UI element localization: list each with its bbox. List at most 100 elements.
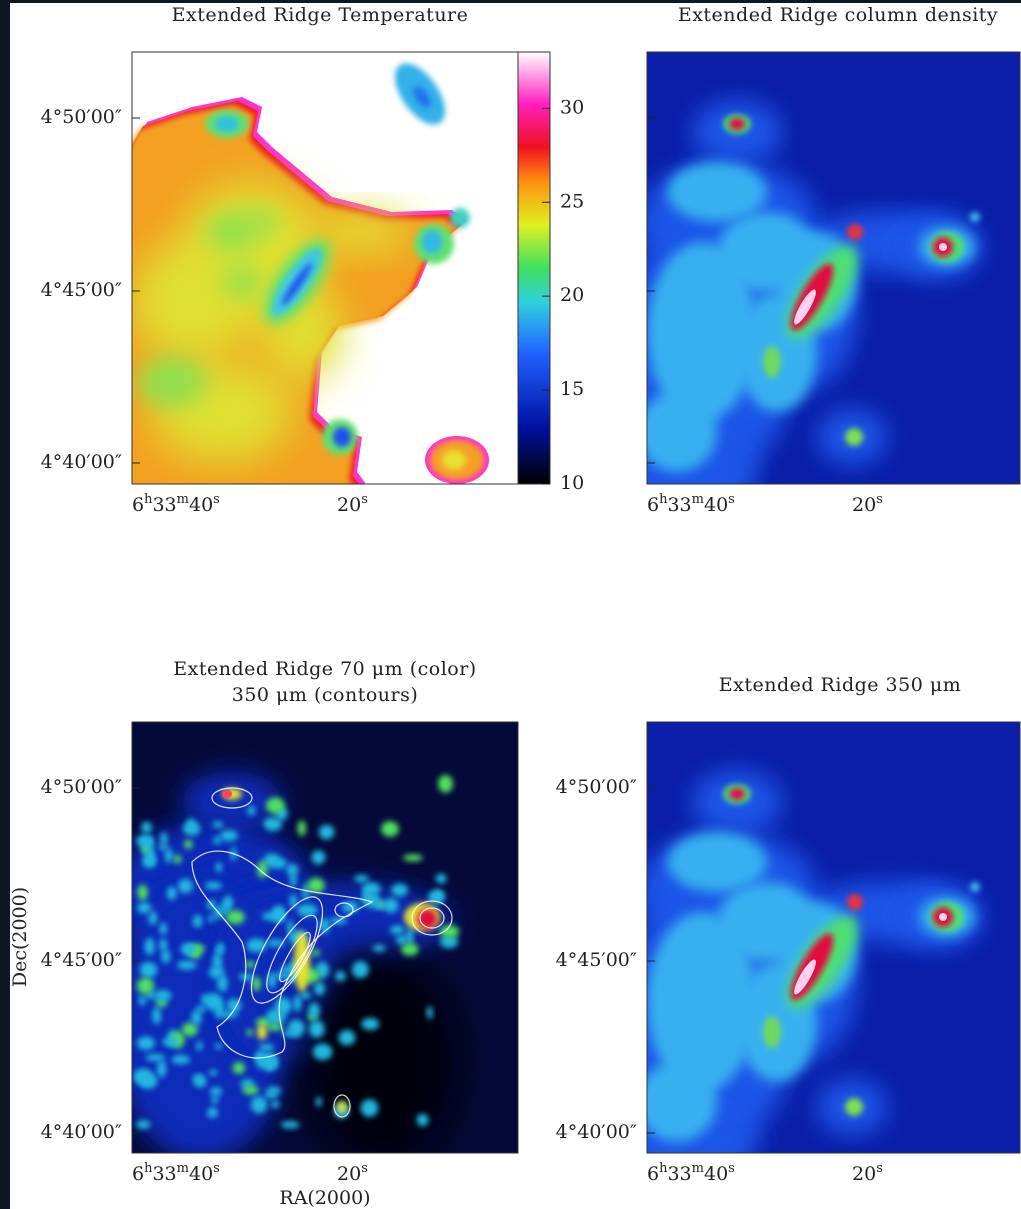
ra-unit: m <box>177 492 189 507</box>
map-feature <box>312 212 412 252</box>
map-feature <box>136 977 155 995</box>
map-feature <box>209 1069 218 1076</box>
ra-tick-label: 20s <box>852 492 883 516</box>
map-feature <box>141 821 152 834</box>
ra-tick-label: 20s <box>852 1161 883 1185</box>
map-feature <box>361 1017 380 1030</box>
map-feature <box>160 831 168 846</box>
panel-title: Extended Ridge Temperature <box>172 4 469 26</box>
map-feature <box>342 901 359 913</box>
ra-tick-label: 20s <box>337 492 368 516</box>
map-feature <box>667 832 767 892</box>
ra-tick-label: 6h33m40s <box>647 1161 735 1185</box>
map-feature <box>647 912 757 1092</box>
map-feature <box>845 1098 863 1116</box>
map-frame <box>131 721 519 1154</box>
map-feature <box>282 1030 300 1037</box>
map-feature <box>137 884 148 901</box>
map-feature <box>383 898 399 913</box>
map-feature <box>439 935 459 949</box>
ra-number: 6 <box>647 494 659 516</box>
map-feature <box>373 901 384 909</box>
map-feature <box>222 267 262 297</box>
ra-unit: m <box>692 1161 704 1176</box>
map-feature <box>274 909 283 920</box>
map-feature <box>196 1041 203 1052</box>
map-feature <box>245 960 256 969</box>
map-feature <box>266 939 285 947</box>
ra-number: 6 <box>132 1163 144 1185</box>
ra-unit: s <box>876 492 883 507</box>
ra-unit: s <box>361 1161 368 1176</box>
map-feature <box>207 914 215 923</box>
colorbar-tick-label: 20 <box>560 284 584 306</box>
ra-number: 40 <box>704 494 728 516</box>
ra-unit: h <box>144 492 153 507</box>
map-feature <box>335 970 346 982</box>
ra-unit: s <box>728 492 735 507</box>
map-frame <box>646 51 1021 485</box>
map-image <box>132 52 518 484</box>
contour <box>250 896 324 1004</box>
map-feature <box>372 944 386 952</box>
map-feature <box>391 883 409 897</box>
ra-unit: m <box>692 492 704 507</box>
map-feature <box>315 1096 322 1107</box>
map-feature <box>845 428 863 446</box>
map-feature <box>270 1100 280 1109</box>
map-feature <box>381 821 399 837</box>
map-feature <box>211 1095 219 1105</box>
map-feature <box>208 965 225 979</box>
map-feature <box>647 392 717 472</box>
map-feature <box>416 1113 429 1127</box>
map-feature <box>214 1000 224 1019</box>
map-feature <box>395 935 408 945</box>
map-feature <box>186 818 196 829</box>
map-feature <box>354 874 369 883</box>
map-feature <box>195 1005 206 1013</box>
map-feature <box>173 854 182 864</box>
contour <box>191 850 374 1059</box>
map-feature <box>215 116 239 132</box>
map-feature <box>422 230 442 254</box>
dec-tick-label: 4°50′00″ <box>41 776 122 798</box>
panel-title: Extended Ridge 70 μm (color) <box>173 658 476 680</box>
ra-number: 20 <box>852 494 876 516</box>
map-feature <box>647 1062 717 1142</box>
ra-number: 40 <box>704 1163 728 1185</box>
map-feature <box>426 1006 433 1020</box>
map-feature <box>219 830 238 842</box>
map-feature <box>162 1037 179 1047</box>
dec-tick-label: 4°50′00″ <box>556 776 637 798</box>
contour <box>411 900 453 936</box>
panel-title: Extended Ridge 350 μm <box>719 674 961 696</box>
map-feature <box>222 790 232 798</box>
map-feature <box>302 883 309 901</box>
map-feature <box>333 427 351 447</box>
map-feature <box>164 848 173 864</box>
map-feature <box>265 797 285 814</box>
map-feature <box>847 894 863 910</box>
map-feature <box>191 1010 202 1026</box>
map-feature <box>338 1030 356 1046</box>
map-feature <box>158 844 169 851</box>
map-feature <box>166 886 177 900</box>
map-feature <box>267 972 277 989</box>
map-feature <box>201 994 209 1004</box>
map-feature <box>439 925 460 938</box>
contour <box>333 1094 351 1118</box>
map-feature <box>307 877 325 893</box>
dec-tick-label: 4°40′00″ <box>41 451 122 473</box>
map-feature <box>318 824 335 840</box>
map-feature <box>192 914 203 928</box>
map-feature <box>294 932 310 992</box>
ra-tick-label: 20s <box>337 1161 368 1185</box>
map-image <box>647 52 1020 484</box>
map-image <box>647 722 1020 1153</box>
map-feature <box>293 994 302 1012</box>
ra-tick-label: 6h33m40s <box>132 492 220 516</box>
map-feature <box>177 960 197 970</box>
ra-number: 6 <box>132 494 144 516</box>
map-feature <box>289 872 297 888</box>
dec-tick-label: 4°40′00″ <box>556 1121 637 1143</box>
